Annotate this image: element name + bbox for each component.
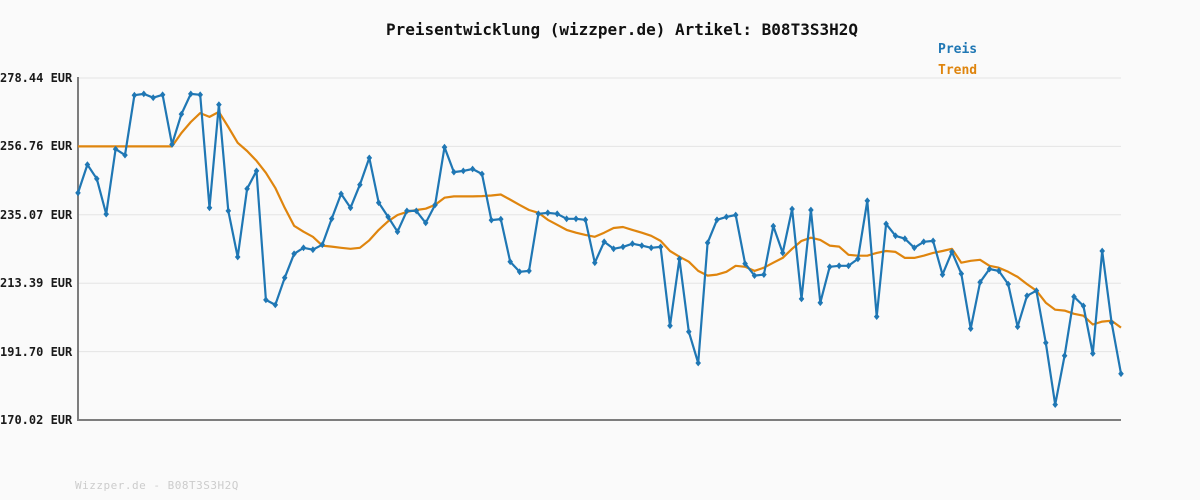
legend-item-preis: Preis <box>938 42 978 57</box>
chart-legend: Preis Trend <box>938 39 977 81</box>
watermark-footer: Wizzper.de - B08T3S3H2Q <box>75 479 239 492</box>
preis-line <box>76 92 1123 406</box>
y-axis-tick-label: 278.44 EUR <box>0 71 73 85</box>
y-axis-tick-label: 170.02 EUR <box>0 413 73 427</box>
y-axis-tick-label: 235.07 EUR <box>0 207 73 222</box>
y-axis-labels: 278.44 EUR 256.76 EUR 235.07 EUR 213.39 EUR… <box>0 0 74 500</box>
trend-line <box>78 110 1122 329</box>
y-axis-tick-label: 213.39 EUR <box>0 276 73 291</box>
chart-title: Preisentwicklung (wizzper.de) Artikel: B… <box>385 20 858 39</box>
preis-markers <box>75 90 1124 408</box>
y-axis-tick-label: 256.76 EUR <box>0 139 73 154</box>
legend-item-trend: Trend <box>938 63 978 78</box>
y-axis-tick-label: 191.70 EUR <box>0 344 73 359</box>
